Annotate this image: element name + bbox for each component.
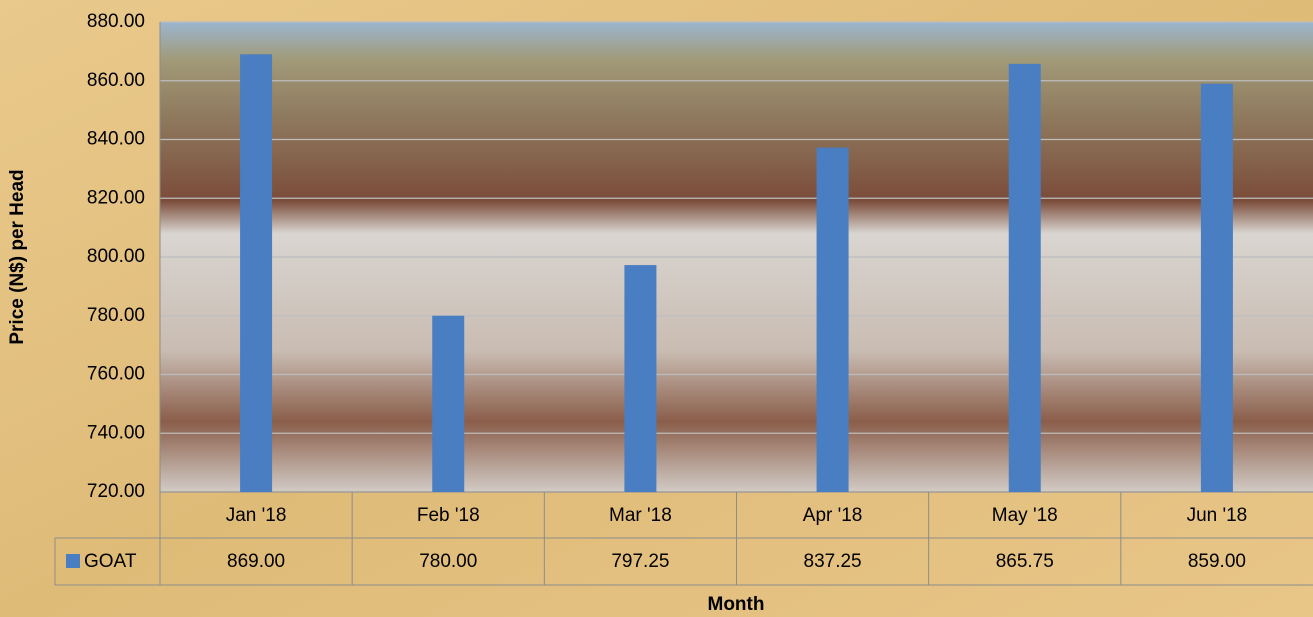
bar [240,54,272,492]
x-tick-label: Apr '18 [803,505,863,526]
legend-swatch [66,554,80,568]
x-tick-label: May '18 [992,505,1058,526]
y-tick-label: 780.00 [87,305,145,326]
table-value: 837.25 [804,551,862,572]
table-value: 869.00 [227,551,285,572]
table-value: 797.25 [611,551,669,572]
table-value: 859.00 [1188,551,1246,572]
chart: Price (N$) per Head Month 720.00 740.00 76… [0,0,1313,617]
y-tick-label: 760.00 [87,364,145,385]
y-tick-label: 860.00 [87,70,145,91]
legend-label: GOAT [84,551,137,572]
bar [1009,64,1041,492]
y-axis-label: Price (N$) per Head [7,169,28,344]
bar [624,265,656,492]
y-tick-label: 880.00 [87,11,145,32]
table-value: 780.00 [419,551,477,572]
y-tick-label: 740.00 [87,422,145,443]
bar [817,148,849,492]
y-tick-label: 720.00 [87,481,145,502]
x-tick-label: Jun '18 [1187,505,1248,526]
y-tick-label: 820.00 [87,187,145,208]
y-tick-label: 840.00 [87,129,145,150]
table-value: 865.75 [996,551,1054,572]
x-tick-label: Feb '18 [417,505,480,526]
bar [1201,84,1233,492]
x-tick-label: Jan '18 [226,505,287,526]
bar [432,316,464,492]
x-tick-label: Mar '18 [609,505,672,526]
x-axis-label: Month [708,594,765,615]
y-tick-label: 800.00 [87,246,145,267]
